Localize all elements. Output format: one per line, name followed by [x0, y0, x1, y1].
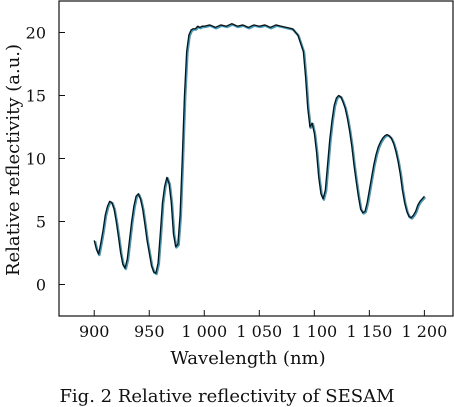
figure-caption: Fig. 2 Relative reflectivity of SESAM: [59, 386, 395, 407]
series-line: [93, 23, 425, 274]
plot-area: [58, 0, 454, 317]
y-axis-label: Relative reflectivity (a.u.): [3, 44, 24, 276]
series-line-shadow: [93, 23, 427, 276]
y-tick-label: 0: [36, 276, 46, 295]
x-tick-label: 1 000: [181, 322, 227, 341]
plot-frame: [58, 0, 454, 317]
y-tick-label: 15: [26, 87, 46, 106]
x-tick-label: 1 200: [401, 322, 447, 341]
y-axis-ticks: 0 5 10 15 20: [26, 24, 65, 295]
x-tick-label: 1 150: [346, 322, 392, 341]
x-tick-label: 1 100: [291, 322, 337, 341]
x-tick-label: 900: [79, 322, 110, 341]
x-tick-label: 1 050: [236, 322, 282, 341]
y-tick-label: 10: [26, 150, 46, 169]
y-tick-label: 5: [36, 213, 46, 232]
y-tick-label: 20: [26, 24, 46, 43]
x-axis-ticks: 900 950 1 000 1 050 1 100 1 150 1 200: [79, 310, 447, 341]
reflectivity-chart: 900 950 1 000 1 050 1 100 1 150 1 200 0 5 10 15 20…: [3, 0, 454, 369]
x-axis-label: Wavelength (nm): [170, 348, 325, 369]
x-tick-label: 950: [134, 322, 165, 341]
